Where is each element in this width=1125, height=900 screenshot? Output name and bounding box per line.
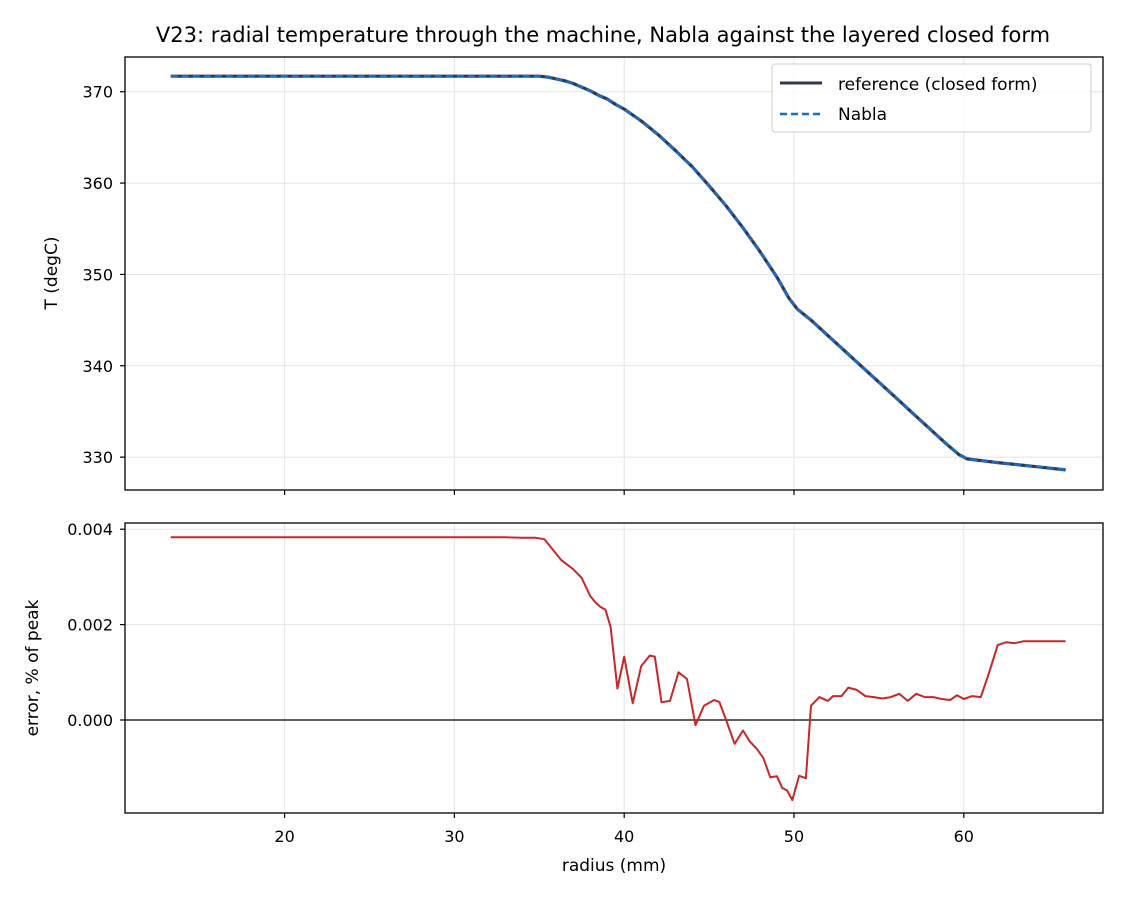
x-axis-label: radius (mm) xyxy=(562,856,666,876)
legend-label-nabla: Nabla xyxy=(838,105,887,125)
y-tick-label: 350 xyxy=(82,265,113,284)
y-tick-label: 0.000 xyxy=(67,711,113,730)
error-panel: 0.000 0.002 0.004 20 30 40 50 60 error, % of p… xyxy=(23,520,1104,876)
error-axes-frame xyxy=(124,522,1104,814)
x-tick-label: 20 xyxy=(274,827,294,846)
y-tick-label: 360 xyxy=(82,174,113,193)
legend-box xyxy=(771,63,1092,133)
temperature-panel: 330 340 350 360 370 T (degC) reference (clos… xyxy=(42,56,1104,495)
y-tick-label: 330 xyxy=(82,448,113,467)
error-y-axis-label: error, % of peak xyxy=(23,599,43,736)
legend: reference (closed form) Nabla xyxy=(771,63,1092,133)
temperature-y-axis-label: T (degC) xyxy=(42,237,62,311)
temperature-series xyxy=(170,74,1066,472)
y-tick-label: 0.002 xyxy=(67,616,113,635)
legend-label-reference: reference (closed form) xyxy=(838,75,1037,95)
x-tick-label: 50 xyxy=(784,827,804,846)
y-tick-label: 340 xyxy=(82,357,113,376)
temperature-axes-frame xyxy=(124,56,1104,491)
x-tick-label: 60 xyxy=(954,827,974,846)
y-tick-label: 370 xyxy=(82,83,113,102)
chart-title: V23: radial temperature through the mach… xyxy=(156,23,1050,47)
error-y-ticks: 0.000 0.002 0.004 xyxy=(67,520,125,730)
y-tick-label: 0.004 xyxy=(67,520,113,539)
nabla-curve xyxy=(170,74,1066,472)
x-tick-label: 40 xyxy=(614,827,634,846)
x-tick-label: 30 xyxy=(444,827,464,846)
temperature-x-ticks xyxy=(284,490,965,495)
temperature-y-ticks: 330 340 350 360 370 xyxy=(82,83,125,467)
error-curve xyxy=(170,536,1066,802)
error-series xyxy=(125,536,1103,802)
error-x-ticks: 20 30 40 50 60 xyxy=(274,813,974,846)
